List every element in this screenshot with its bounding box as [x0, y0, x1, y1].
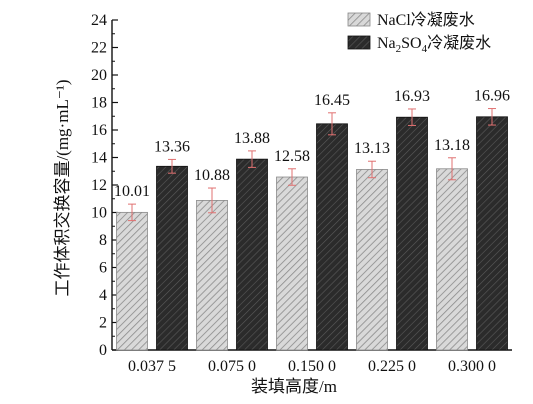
legend-label-nacl: NaCl冷凝废水 [377, 11, 475, 29]
x-tick-label: 0.300 0 [448, 358, 496, 375]
data-label: 13.36 [154, 138, 190, 155]
bar-na2so4 [156, 165, 188, 351]
y-tick-label: 14 [91, 150, 107, 167]
bar-nacl [116, 211, 148, 351]
bar-na2so4 [396, 116, 428, 351]
y-tick-label: 18 [91, 95, 107, 112]
y-tick-label: 22 [91, 40, 107, 57]
x-tick-label: 0.225 0 [368, 358, 416, 375]
data-label: 13.18 [434, 137, 470, 154]
y-tick-label: 0 [99, 342, 107, 359]
legend-label-na2so4-part-3: SO [401, 35, 421, 52]
y-tick-label: 24 [91, 12, 107, 29]
y-tick-label: 20 [91, 67, 107, 84]
bar-na2so4 [316, 123, 348, 351]
legend-label-na2so4: Na2SO4冷凝废水 [377, 34, 491, 55]
y-tick-label: 16 [91, 122, 107, 139]
data-label: 12.58 [274, 148, 310, 165]
x-tick-label: 0.075 0 [208, 358, 256, 375]
bar-na2so4 [476, 116, 508, 351]
legend-label-na2so4-sub-4: 4 [422, 43, 428, 55]
y-tick-label: 4 [99, 287, 107, 304]
bar-nacl [356, 169, 388, 351]
y-tick-label: 8 [99, 232, 107, 249]
x-tick-label: 0.150 0 [288, 358, 336, 375]
y-tick-label: 2 [99, 315, 107, 332]
bar-nacl [436, 168, 468, 351]
x-tick-label: 0.037 5 [128, 358, 176, 375]
legend-label-na2so4-sub-2: 2 [396, 43, 402, 55]
data-label: 10.01 [114, 183, 150, 200]
data-label: 13.88 [234, 130, 270, 147]
legend-label-na2so4-part-5: 冷凝废水 [427, 34, 491, 52]
data-label: 10.88 [194, 167, 230, 184]
data-label: 13.13 [354, 140, 390, 157]
y-tick-label: 12 [91, 177, 107, 194]
y-tick-label: 10 [91, 205, 107, 222]
x-axis-title: 装填高度/m [251, 377, 337, 396]
bar-na2so4 [236, 158, 268, 351]
x-ticks: 0.037 5 0.075 0 0.150 0 0.225 0 0.300 0 [128, 358, 496, 375]
bar-nacl [276, 176, 308, 351]
bars [116, 116, 508, 351]
data-label: 16.93 [394, 88, 430, 105]
bar-nacl [196, 199, 228, 351]
legend: NaCl冷凝废水 Na2SO4冷凝废水 [347, 11, 491, 55]
legend-swatch-na2so4 [347, 35, 371, 50]
error-bars [128, 108, 496, 222]
y-tick-label: 6 [99, 260, 107, 277]
data-label: 16.96 [474, 88, 510, 105]
legend-label-na2so4-part-1: Na [377, 35, 396, 52]
y-axis-title: 工作体积交换容量/(mg·mL⁻¹) [53, 79, 72, 296]
data-label: 16.45 [314, 92, 350, 109]
legend-swatch-nacl [347, 12, 371, 27]
